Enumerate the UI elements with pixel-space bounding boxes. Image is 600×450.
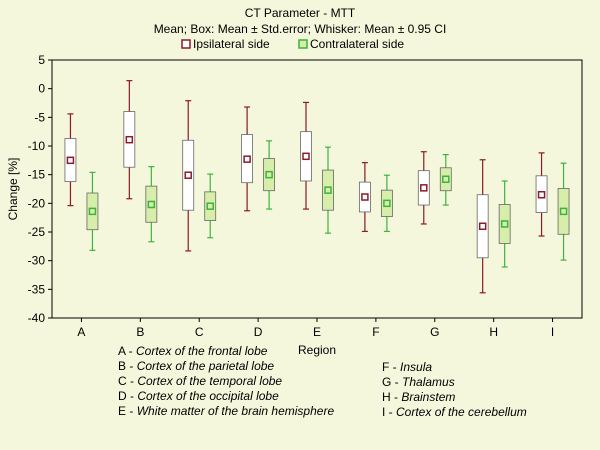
- x-tick-label-e: E: [313, 325, 321, 339]
- mean-marker-ipsilateral-h: [478, 222, 487, 231]
- region-key-item-c: C - Cortex of the temporal lobe: [118, 374, 283, 388]
- region-key-item-i: I - Cortex of the cerebellum: [382, 405, 527, 419]
- x-tick-label-c: C: [195, 325, 204, 339]
- x-tick-label-i: I: [551, 325, 554, 339]
- y-tick-label: -10: [28, 139, 46, 153]
- y-tick-label: -15: [28, 168, 46, 182]
- chart-subtitle: Mean; Box: Mean ± Std.error; Whisker: Me…: [154, 22, 447, 36]
- y-axis-label: Change [%]: [6, 158, 20, 221]
- mean-marker-contralateral-i: [559, 207, 568, 216]
- region-key-item-a: A - Cortex of the frontal lobe: [118, 344, 268, 358]
- mean-marker-ipsilateral-b: [125, 135, 134, 144]
- region-key-item-g: G - Thalamus: [382, 375, 455, 389]
- legend-marker-contralateral: [298, 39, 308, 49]
- region-key-item-b: B - Cortex of the parietal lobe: [118, 359, 275, 373]
- mean-marker-contralateral-b: [147, 200, 156, 209]
- region-key-item-e: E - White matter of the brain hemisphere: [118, 404, 335, 418]
- x-tick-label-a: A: [77, 325, 85, 339]
- mean-marker-contralateral-a: [88, 207, 97, 216]
- mean-marker-ipsilateral-c: [184, 171, 192, 179]
- mean-marker-contralateral-c: [206, 202, 214, 210]
- x-tick-label-h: H: [489, 325, 498, 339]
- mean-marker-ipsilateral-g: [420, 184, 428, 192]
- y-tick-label: -25: [28, 225, 46, 239]
- mean-marker-ipsilateral-i: [537, 190, 546, 199]
- plot-frame: [51, 59, 583, 319]
- x-axis-label: Region: [298, 343, 336, 357]
- x-tick-label-f: F: [372, 325, 379, 339]
- mean-marker-ipsilateral-d: [243, 155, 251, 163]
- mean-marker-contralateral-f: [383, 199, 391, 208]
- mean-marker-ipsilateral-f: [361, 193, 369, 201]
- region-key-left: A - Cortex of the frontal lobe B - Corte…: [118, 344, 334, 419]
- chart-title: CT Parameter - MTT: [245, 6, 356, 20]
- y-tick-label: -5: [34, 110, 45, 124]
- mean-marker-contralateral-e: [324, 186, 332, 194]
- legend-label-contralateral: Contralateral side: [310, 37, 404, 51]
- mean-marker-contralateral-g: [442, 175, 450, 184]
- y-tick-label: -35: [28, 282, 46, 296]
- y-tick-label: 5: [38, 53, 45, 67]
- mean-marker-ipsilateral-e: [302, 152, 310, 161]
- x-tick-label-d: D: [254, 325, 263, 339]
- region-key-item-f: F - Insula: [382, 360, 433, 374]
- legend-marker-ipsilateral: [181, 39, 191, 49]
- mean-marker-contralateral-h: [500, 220, 509, 228]
- x-tick-label-g: G: [430, 325, 439, 339]
- region-key-item-d: D - Cortex of the occipital lobe: [118, 389, 279, 403]
- y-tick-label: 0: [38, 82, 45, 96]
- mean-marker-contralateral-d: [265, 170, 273, 179]
- y-tick-label: -20: [28, 196, 46, 210]
- x-tick-label-b: B: [136, 325, 144, 339]
- mean-marker-ipsilateral-a: [66, 156, 75, 165]
- region-key-item-h: H - Brainstem: [382, 390, 456, 404]
- y-tick-label: -30: [28, 254, 46, 268]
- region-key-right: F - Insula G - Thalamus H - Brainstem I …: [382, 360, 527, 420]
- y-tick-label: -40: [28, 311, 46, 325]
- legend-label-ipsilateral: Ipsilateral side: [193, 37, 270, 51]
